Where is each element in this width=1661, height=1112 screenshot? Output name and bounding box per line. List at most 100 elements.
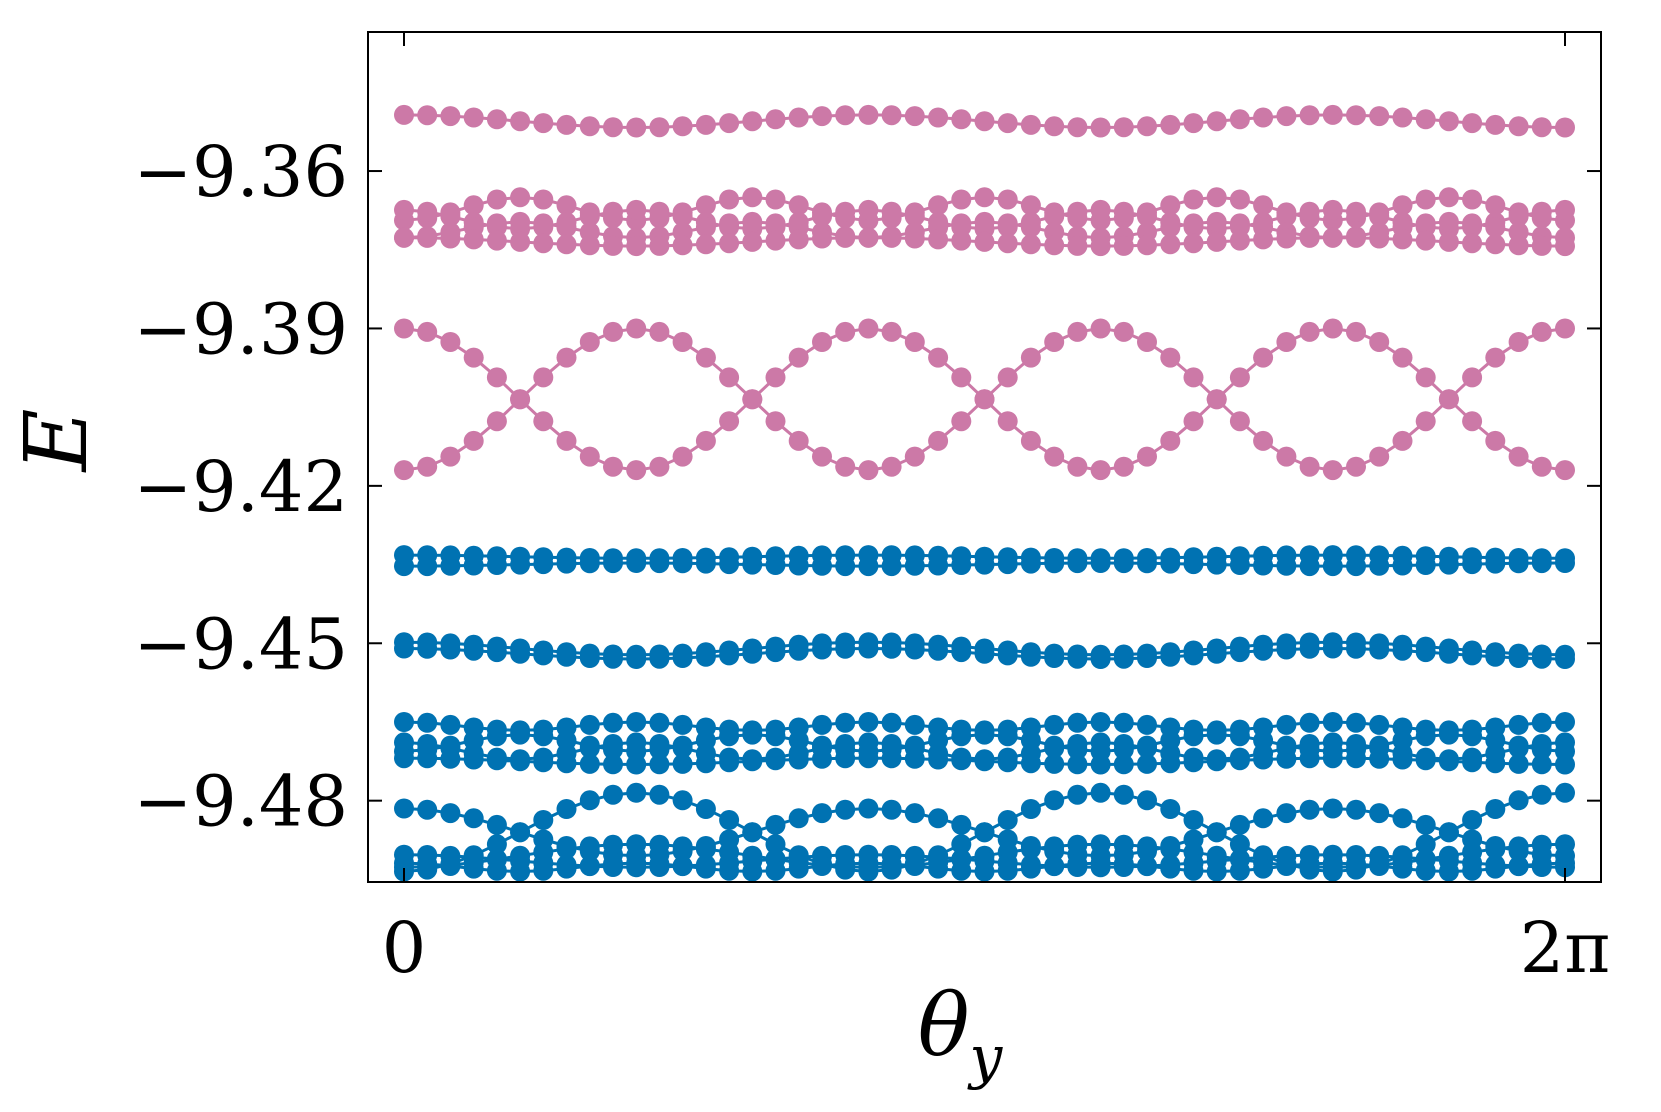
data-point [742, 751, 763, 772]
data-point [1485, 646, 1506, 667]
data-point [1508, 648, 1529, 668]
data-point [486, 642, 507, 663]
data-point [440, 555, 461, 576]
data-point [835, 799, 856, 820]
x-axis-label: θy [918, 976, 1004, 1091]
data-point [1183, 367, 1204, 388]
data-point [417, 227, 438, 248]
data-point [1229, 213, 1250, 234]
data-point [904, 555, 925, 576]
data-point [1160, 839, 1181, 859]
data-point [1415, 814, 1436, 835]
data-point [1044, 235, 1065, 256]
data-point [1415, 367, 1436, 388]
data-point [881, 748, 902, 769]
data-point [626, 199, 647, 220]
data-point [1044, 648, 1065, 668]
data-point [1044, 446, 1065, 467]
data-point [1253, 347, 1274, 368]
data-point [1160, 234, 1181, 255]
data-point [1346, 321, 1366, 342]
data-point [1113, 734, 1134, 754]
data-point [695, 839, 716, 859]
data-point [440, 106, 461, 127]
data-point [928, 749, 949, 770]
data-point [765, 213, 786, 234]
data-point [1067, 553, 1088, 574]
data-point [1090, 199, 1111, 220]
data-point [440, 803, 461, 824]
data-point [1229, 109, 1250, 130]
data-point [719, 752, 740, 773]
data-point [626, 853, 647, 874]
data-point [1485, 114, 1506, 135]
data-point [556, 234, 577, 255]
data-point [394, 556, 414, 577]
data-point [858, 104, 879, 125]
data-point [1020, 799, 1041, 819]
data-point [858, 638, 879, 659]
data-point [1137, 206, 1157, 227]
data-point [858, 732, 879, 753]
data-point [533, 367, 554, 388]
data-point [510, 231, 531, 252]
data-point [1160, 347, 1181, 368]
data-point [1276, 803, 1297, 824]
data-point [649, 117, 670, 138]
data-point [904, 332, 925, 352]
data-point [556, 217, 577, 238]
data-point [394, 227, 414, 248]
data-point [533, 233, 554, 254]
data-point [533, 645, 554, 666]
data-point [928, 808, 949, 829]
data-point [951, 834, 972, 855]
data-point [788, 195, 809, 216]
data-point [765, 834, 786, 855]
data-point [1253, 555, 1274, 576]
data-point [951, 230, 972, 251]
data-point [1044, 738, 1065, 759]
data-point [1369, 206, 1390, 227]
data-point [1415, 230, 1436, 251]
data-point [719, 554, 740, 575]
data-point [858, 853, 879, 874]
data-point [812, 555, 832, 576]
data-point [1415, 213, 1436, 234]
data-point [1485, 858, 1506, 879]
data-point [463, 430, 484, 451]
data-point [603, 712, 623, 733]
data-point [1206, 643, 1227, 664]
data-point [463, 555, 484, 576]
y-axis-label: E [7, 409, 107, 474]
data-point [788, 808, 809, 829]
data-point [858, 199, 879, 220]
data-point [1322, 318, 1343, 339]
data-point [1531, 117, 1552, 138]
data-point [1299, 105, 1320, 126]
data-point [1415, 642, 1436, 663]
data-point [1369, 803, 1390, 824]
data-point [1020, 753, 1041, 774]
data-point [1020, 858, 1041, 879]
data-point [1415, 726, 1436, 747]
data-point [1322, 853, 1343, 874]
data-point [417, 734, 438, 754]
data-point [672, 332, 693, 352]
data-point [1067, 321, 1088, 342]
data-point [533, 554, 554, 575]
data-point [394, 318, 414, 339]
data-point [719, 113, 740, 134]
data-point [1160, 217, 1181, 238]
data-point [1438, 751, 1459, 772]
data-point [951, 642, 972, 663]
data-point [626, 553, 647, 573]
data-point [1555, 117, 1575, 138]
data-point [1183, 810, 1204, 830]
data-point [626, 236, 647, 257]
data-point [835, 638, 856, 659]
data-point [835, 556, 856, 577]
y-tick-label: −9.36 [133, 131, 348, 213]
data-point [858, 460, 879, 481]
data-point [1438, 643, 1459, 664]
